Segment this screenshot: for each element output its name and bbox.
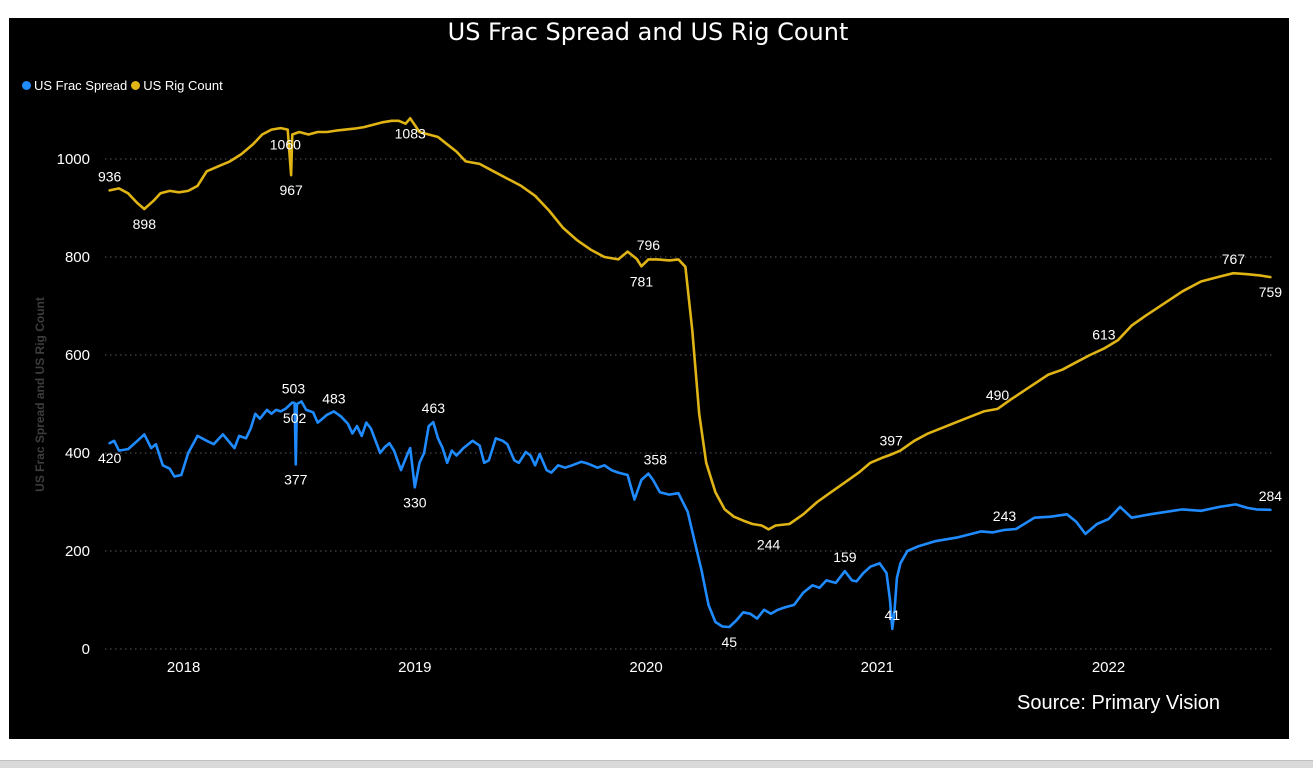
chart-title: US Frac Spread and US Rig Count (447, 18, 849, 46)
legend: US Frac Spread US Rig Count (22, 78, 227, 93)
data-label-us-rig-count-759: 759 (1259, 284, 1283, 300)
data-label-us-rig-count-613: 613 (1092, 327, 1116, 343)
data-label-us-rig-count-936: 936 (98, 168, 122, 184)
x-tick-label-2018: 2018 (167, 659, 200, 676)
gridlines (105, 158, 1275, 650)
axes: 0 200 400 600 800 1000 2018 2019 2020 2021 2022 US … (33, 151, 1125, 676)
data-label-us-frac-spread-358: 358 (644, 452, 668, 468)
data-labels: 420 503 502 377 483 330 463 358 45 159 41 243 284 936… (98, 125, 1282, 650)
legend-label-frac-spread: US Frac Spread (34, 78, 128, 93)
y-tick-label-400: 400 (65, 445, 90, 462)
data-label-us-frac-spread-377: 377 (284, 471, 308, 487)
data-label-us-frac-spread-463: 463 (422, 400, 446, 416)
data-label-us-rig-count-781: 781 (630, 273, 654, 289)
legend-marker-rig-count (131, 81, 141, 90)
x-tick-label-2020: 2020 (629, 659, 662, 676)
y-tick-label-600: 600 (65, 347, 90, 364)
data-label-us-rig-count-796: 796 (637, 237, 661, 253)
source-note: Source: Primary Vision (1017, 692, 1221, 714)
series-lines (108, 117, 1272, 631)
y-tick-label-1000: 1000 (57, 151, 90, 168)
data-label-us-frac-spread-502: 502 (283, 410, 307, 426)
data-label-us-rig-count-244: 244 (757, 536, 781, 552)
y-tick-label-200: 200 (65, 543, 90, 560)
x-tick-label-2022: 2022 (1092, 659, 1125, 676)
legend-item-frac-spread[interactable]: US Frac Spread (22, 78, 127, 93)
data-label-us-rig-count-1060: 1060 (270, 137, 301, 153)
data-label-us-rig-count-898: 898 (133, 216, 157, 232)
data-label-us-frac-spread-503: 503 (282, 381, 306, 397)
data-label-us-rig-count-967: 967 (279, 182, 303, 198)
y-axis-title: US Frac Spread and US Rig Count (33, 297, 47, 492)
legend-label-rig-count: US Rig Count (143, 78, 223, 93)
chart-panel (9, 18, 1289, 739)
legend-marker-frac-spread (22, 81, 31, 90)
x-tick-label-2021: 2021 (861, 659, 894, 676)
data-label-us-frac-spread-284: 284 (1259, 488, 1283, 504)
data-label-us-frac-spread-159: 159 (833, 549, 857, 565)
data-label-us-frac-spread-420: 420 (98, 450, 122, 466)
data-label-us-rig-count-397: 397 (879, 432, 903, 448)
x-tick-label-2019: 2019 (398, 659, 431, 676)
series-line-us-rig-count (108, 117, 1272, 531)
y-tick-label-800: 800 (65, 249, 90, 266)
data-label-us-frac-spread-41: 41 (885, 607, 901, 623)
y-tick-label-0: 0 (82, 641, 90, 658)
data-label-us-rig-count-1083: 1083 (395, 125, 426, 141)
series-line-us-frac-spread (108, 400, 1272, 631)
data-label-us-frac-spread-483: 483 (322, 390, 346, 406)
data-label-us-rig-count-490: 490 (986, 387, 1010, 403)
data-label-us-frac-spread-45: 45 (722, 634, 738, 650)
bottom-divider (0, 760, 1313, 768)
legend-item-rig-count[interactable]: US Rig Count (131, 78, 223, 93)
data-label-us-rig-count-767: 767 (1222, 251, 1246, 267)
data-label-us-frac-spread-243: 243 (993, 508, 1017, 524)
data-label-us-frac-spread-330: 330 (403, 494, 427, 510)
